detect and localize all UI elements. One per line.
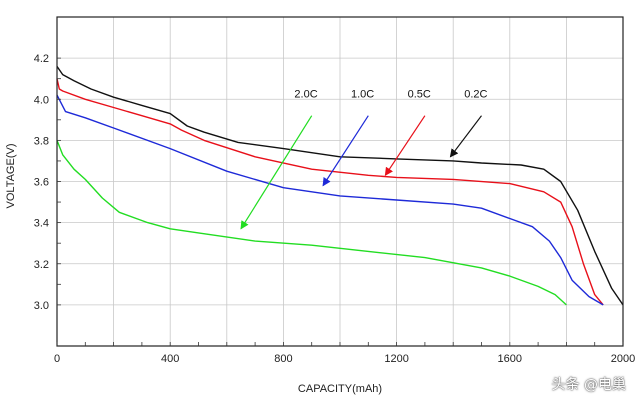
rate-arrow-0-5c: [384, 115, 426, 177]
series-line-2-0c: [56, 140, 567, 306]
x-tick-label: 400: [161, 353, 179, 365]
series-line-0-2c: [56, 66, 624, 306]
annotation-layer: 2.0C 1.0C 0.5C 0.2C: [240, 88, 488, 230]
series-line-0-5c: [56, 78, 604, 306]
y-tick-label: 4.2: [34, 53, 49, 65]
y-tick-label: 4.0: [34, 94, 49, 106]
rate-label-1-0c: 1.0C: [351, 88, 374, 100]
y-tick-label: 3.8: [34, 135, 49, 147]
x-axis-label: CAPACITY(mAh): [298, 383, 382, 395]
x-tick-label: 800: [274, 353, 292, 365]
series-line-1-0c: [56, 94, 604, 306]
y-tick-label: 3.6: [34, 177, 49, 189]
y-tick-label: 3.2: [34, 259, 49, 271]
rate-arrow-1-0c: [322, 115, 369, 187]
x-tick-label: 1600: [498, 353, 522, 365]
grid: [56, 17, 624, 346]
x-tick-label: 0: [54, 353, 60, 365]
y-axis-label: VOLTAGE(V): [5, 144, 17, 209]
x-tick-label: 2000: [611, 353, 635, 365]
watermark: 头条 @电巢: [551, 377, 626, 393]
tick-labels: 0 400 800 1200 1600 2000 3.0 3.2 3.4 3.6 3.8 4.0 4.2: [34, 53, 636, 365]
rate-label-0-5c: 0.5C: [408, 88, 431, 100]
rate-label-0-2c: 0.2C: [464, 88, 487, 100]
y-tick-label: 3.0: [34, 300, 49, 312]
rate-arrow-2-0c: [240, 115, 313, 230]
y-tick-label: 3.4: [34, 218, 49, 230]
rate-label-2-0c: 2.0C: [294, 88, 317, 100]
x-tick-label: 1200: [384, 353, 408, 365]
rate-arrow-0-2c: [449, 115, 482, 158]
series-layer: [56, 66, 624, 306]
